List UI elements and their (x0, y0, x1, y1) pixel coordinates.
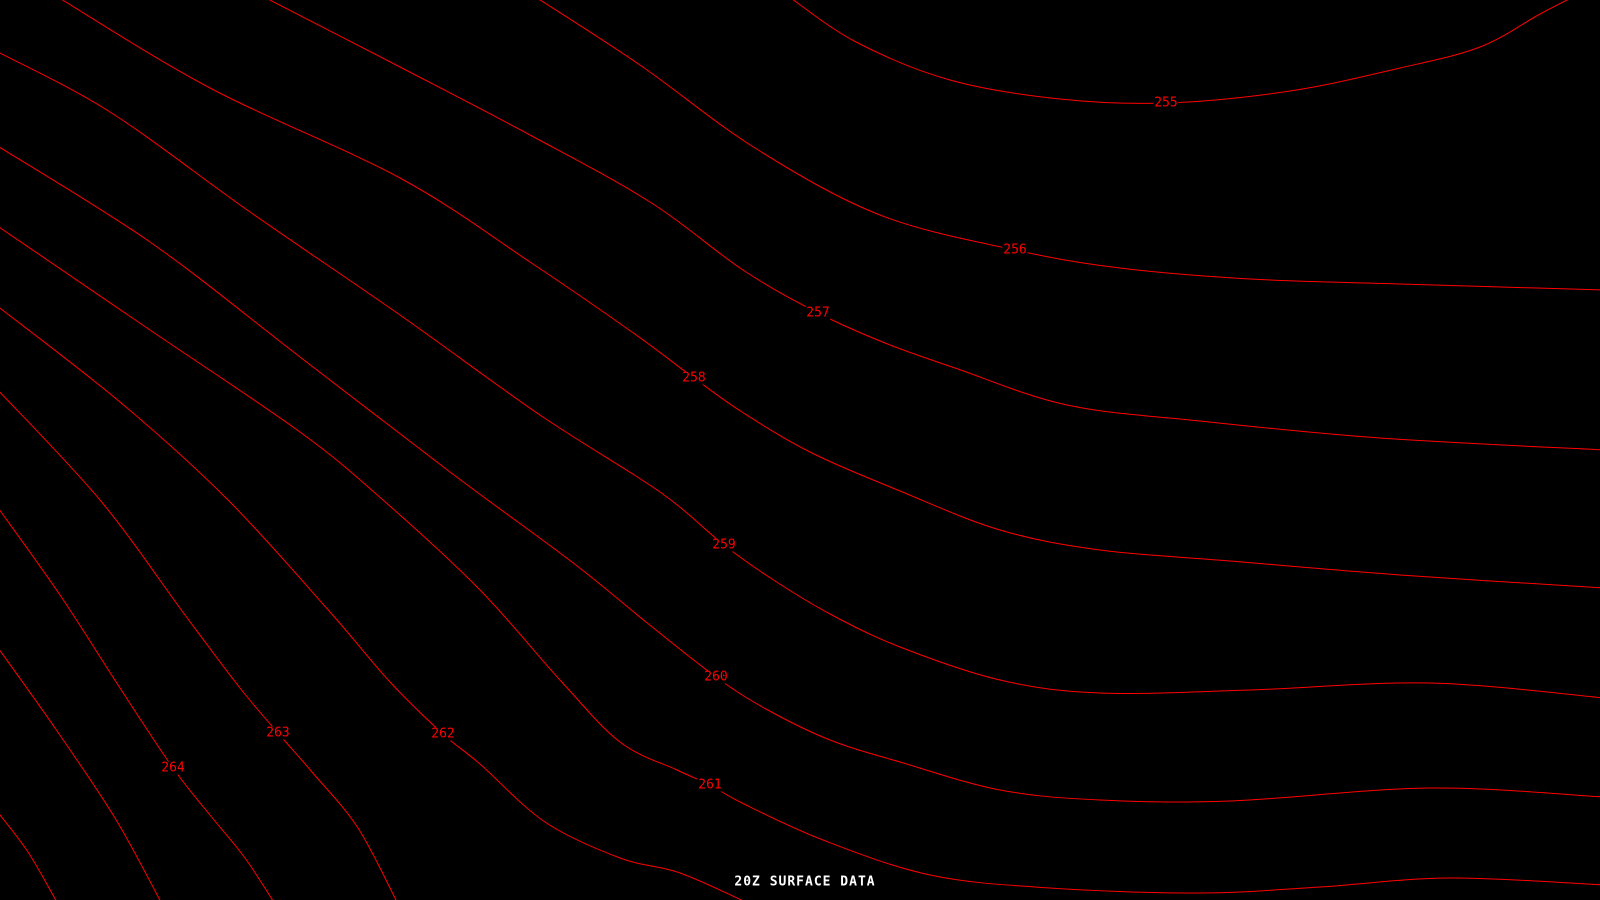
contour-line-c258 (61, 0, 1600, 589)
contour-line-extra-1 (0, 649, 161, 900)
contour-line-c256 (539, 0, 1600, 291)
contour-label-260: 260 (703, 669, 729, 685)
contour-label-263: 263 (265, 725, 291, 741)
contour-label-256: 256 (1002, 242, 1028, 258)
contour-line-c261 (0, 227, 1600, 894)
contour-label-264: 264 (160, 760, 186, 776)
chart-title: 20Z SURFACE DATA (734, 874, 876, 890)
contour-line-extra-2 (0, 814, 57, 900)
contour-label-255: 255 (1153, 95, 1179, 111)
contour-label-257: 257 (805, 305, 831, 321)
contour-line-c257 (268, 0, 1600, 451)
contour-line-c260 (0, 146, 1600, 803)
contour-line-c259 (0, 52, 1600, 699)
contour-line-c262 (0, 307, 743, 900)
contour-label-262: 262 (430, 726, 456, 742)
contour-line-c263 (0, 391, 397, 900)
contour-line-c255 (792, 0, 1569, 104)
contour-line-c264 (0, 509, 274, 900)
contour-label-261: 261 (697, 777, 723, 793)
contour-label-259: 259 (711, 537, 737, 553)
contour-label-258: 258 (681, 370, 707, 386)
